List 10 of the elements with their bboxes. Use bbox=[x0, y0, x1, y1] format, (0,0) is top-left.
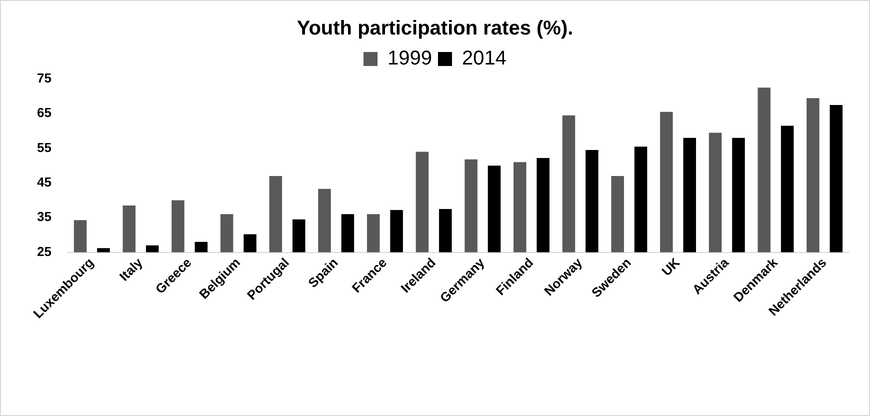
y-tick-label: 35 bbox=[36, 209, 52, 224]
legend-label: 1999 bbox=[388, 48, 432, 70]
y-tick-label: 65 bbox=[36, 105, 52, 120]
chart-title: Youth participation rates (%). bbox=[296, 18, 574, 40]
y-tick-label: 25 bbox=[36, 244, 52, 259]
y-tick-label: 55 bbox=[36, 140, 52, 155]
x-tick-label: UK bbox=[658, 254, 684, 279]
y-tick-label: 45 bbox=[36, 174, 52, 190]
y-tick-label: 75 bbox=[36, 70, 52, 86]
legend-label: 2014 bbox=[462, 48, 506, 70]
